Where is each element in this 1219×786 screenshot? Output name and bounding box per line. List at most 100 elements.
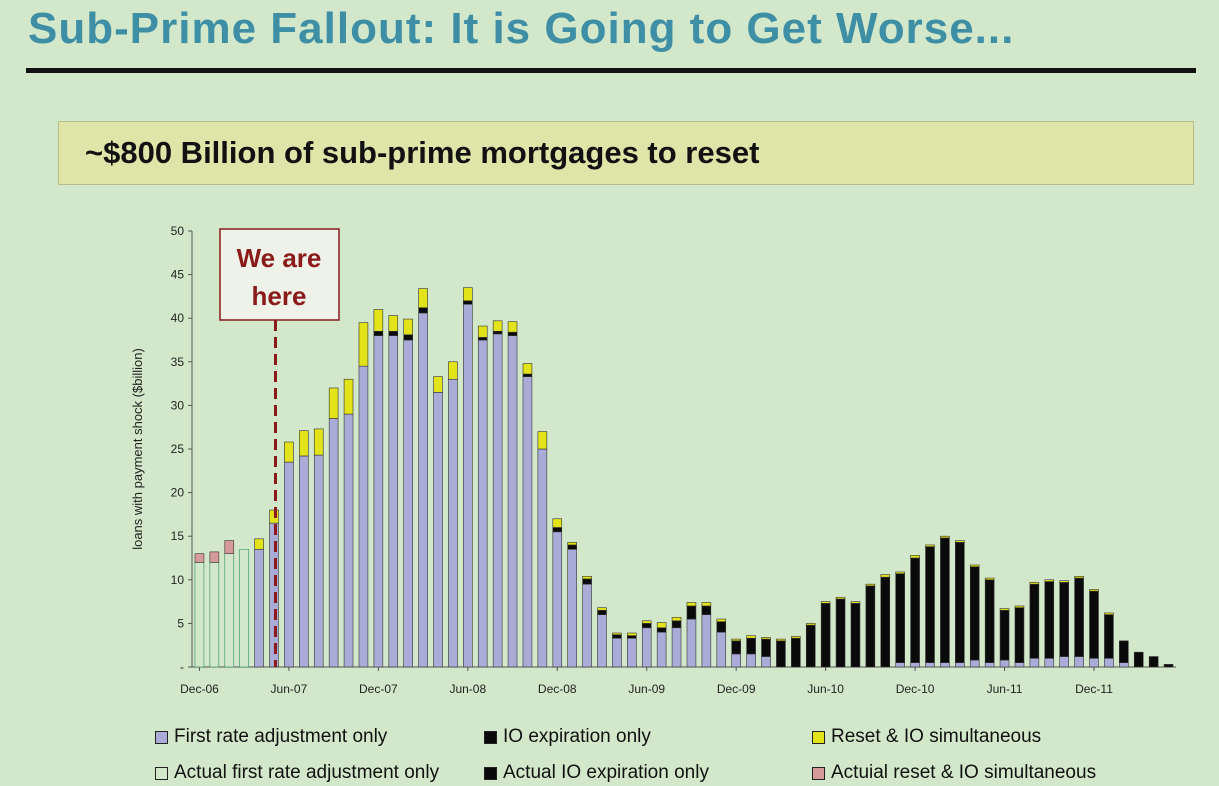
bar-segment-first [746, 653, 756, 668]
bar-segment-io [1089, 590, 1099, 659]
bar-segment-first [567, 548, 577, 668]
bar-segment-first [507, 335, 518, 668]
bar-segment-io [761, 638, 771, 657]
bar-segment-io [612, 634, 622, 639]
x-tick-label: Jun-08 [449, 682, 486, 696]
bar-segment-first [612, 637, 622, 668]
bar-segment-first [418, 312, 428, 668]
bar-segment-first [731, 653, 741, 668]
bar-segment-first [940, 662, 950, 668]
bar-segment-reset [254, 538, 264, 550]
bar-segment-io [1014, 607, 1025, 663]
bar-segment-io [1148, 656, 1159, 668]
bar-segment-reset [656, 622, 667, 629]
bar-segment-first [716, 631, 727, 668]
bar-segment-reset [955, 540, 965, 543]
bar-segment-reset [358, 322, 369, 367]
bar-segment-first [343, 413, 354, 668]
bar-segment-first [656, 631, 667, 668]
bar-segment-first [925, 662, 935, 668]
bar-segment-reset [477, 325, 488, 338]
bar-segment-io [463, 300, 473, 305]
bar-segment-first [1059, 656, 1069, 668]
bar-segment-io [1133, 651, 1144, 668]
bar-segment-first [403, 339, 413, 668]
y-tick-label: 20 [171, 486, 185, 500]
bar-segment-reset [388, 315, 399, 332]
bar-segment-reset [567, 542, 577, 546]
bar-segment-reset [895, 571, 905, 574]
bar-segment-io [1044, 581, 1055, 659]
bar-segment-io [969, 566, 980, 661]
bar-segment-reset [507, 321, 518, 333]
bar-segment-first [582, 583, 592, 668]
bar-segment-first [1014, 662, 1025, 668]
bar-segment-io [1163, 664, 1174, 668]
bar-segment-first [433, 392, 443, 668]
bar-segment-actual-first [209, 562, 220, 668]
bar-segment-reset [984, 577, 995, 581]
bar-segment-first [1119, 662, 1129, 668]
bar-segment-reset [418, 288, 428, 309]
bar-segment-reset [925, 544, 935, 547]
bar-segment-io [910, 557, 920, 663]
bar-segment-reset [805, 623, 816, 626]
bar-segment-first [477, 339, 488, 668]
bar-segment-io [746, 637, 756, 655]
title-divider [26, 68, 1196, 73]
bar-segment-reset [522, 363, 533, 375]
bar-segment-reset [492, 320, 503, 332]
y-tick-label: 40 [171, 311, 185, 325]
annotation-line-1: We are [237, 243, 322, 273]
x-tick-label: Dec-09 [717, 682, 756, 696]
bar-segment-actual-reset [209, 551, 220, 563]
bar-segment-actual-first [224, 553, 235, 668]
bar-segment-reset [716, 618, 727, 622]
bar-segment-first [1104, 657, 1114, 668]
bar-segment-reset [865, 583, 876, 587]
bar-segment-io [388, 330, 399, 336]
bar-segment-io [492, 330, 503, 335]
bar-segment-first [1029, 657, 1040, 668]
bar-segment-io [1059, 582, 1069, 657]
bar-segment-io [731, 640, 741, 655]
bar-segment-first [463, 303, 473, 668]
bar-segment-io [1074, 577, 1084, 657]
bar-segment-first [701, 614, 712, 668]
bar-segment-first [984, 662, 995, 668]
y-tick-label: - [180, 660, 184, 674]
bar-segment-io [418, 307, 428, 314]
x-tick-label: Jun-09 [628, 682, 665, 696]
x-tick-label: Jun-10 [807, 682, 844, 696]
bar-segment-reset [1059, 580, 1069, 583]
bar-segment-reset [299, 430, 309, 457]
bar-segment-first [955, 662, 965, 668]
bar-segment-reset [835, 596, 846, 600]
bar-segment-io [701, 605, 712, 615]
bar-segment-reset [999, 608, 1010, 611]
bar-segment-io [850, 603, 861, 668]
bar-segment-first [284, 461, 294, 668]
bar-segment-first [671, 627, 682, 668]
y-axis-label: loans with payment shock ($billion) [130, 348, 145, 550]
bar-segment-io [776, 640, 786, 668]
bar-segment-io [582, 578, 592, 585]
x-tick-label: Dec-11 [1075, 682, 1113, 696]
bar-segment-io [955, 542, 965, 663]
bar-segment-reset [820, 601, 831, 604]
bar-segment-reset [1029, 582, 1040, 585]
subtitle-banner: ~$800 Billion of sub-prime mortgages to … [58, 121, 1194, 185]
y-tick-label: 45 [171, 268, 185, 282]
bar-segment-io [1119, 640, 1129, 663]
bar-segment-first [597, 614, 607, 668]
bar-segment-io [1029, 583, 1040, 659]
bar-segment-io [373, 330, 384, 336]
bar-segment-reset [463, 287, 473, 302]
bar-segment-reset [597, 607, 607, 611]
bar-segment-reset [641, 620, 652, 624]
bar-segment-io [791, 637, 801, 668]
bar-segment-first [1089, 657, 1099, 668]
bar-segment-reset [627, 632, 637, 636]
bar-segment-first [552, 531, 563, 668]
